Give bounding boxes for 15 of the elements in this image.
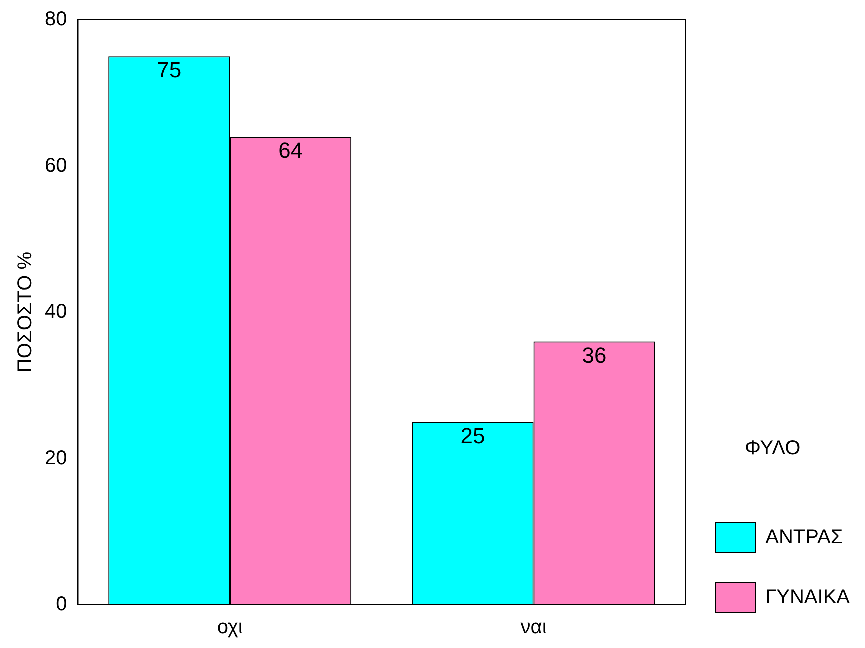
legend-label: ΓΥΝΑΙΚΑ [766, 586, 851, 609]
y-axis-title: ΠΟΣΟΣΤΟ % [14, 252, 37, 374]
data-label: 36 [582, 342, 607, 368]
data-label: 25 [460, 423, 486, 448]
legend-title: ΦΥΛΟ [744, 438, 801, 460]
x-tick-label: οχι [217, 616, 243, 639]
data-label: 64 [278, 138, 304, 164]
y-tick-label: 0 [56, 594, 68, 616]
y-tick-label: 60 [44, 154, 68, 177]
y-tick-label: 80 [44, 8, 68, 31]
x-tick-label: ναι [520, 616, 547, 639]
data-label: 75 [157, 58, 182, 83]
legend-label: ΑΝΤΡΑΣ [766, 526, 844, 549]
y-tick-label: 40 [44, 301, 68, 324]
y-tick-label: 20 [44, 447, 68, 470]
